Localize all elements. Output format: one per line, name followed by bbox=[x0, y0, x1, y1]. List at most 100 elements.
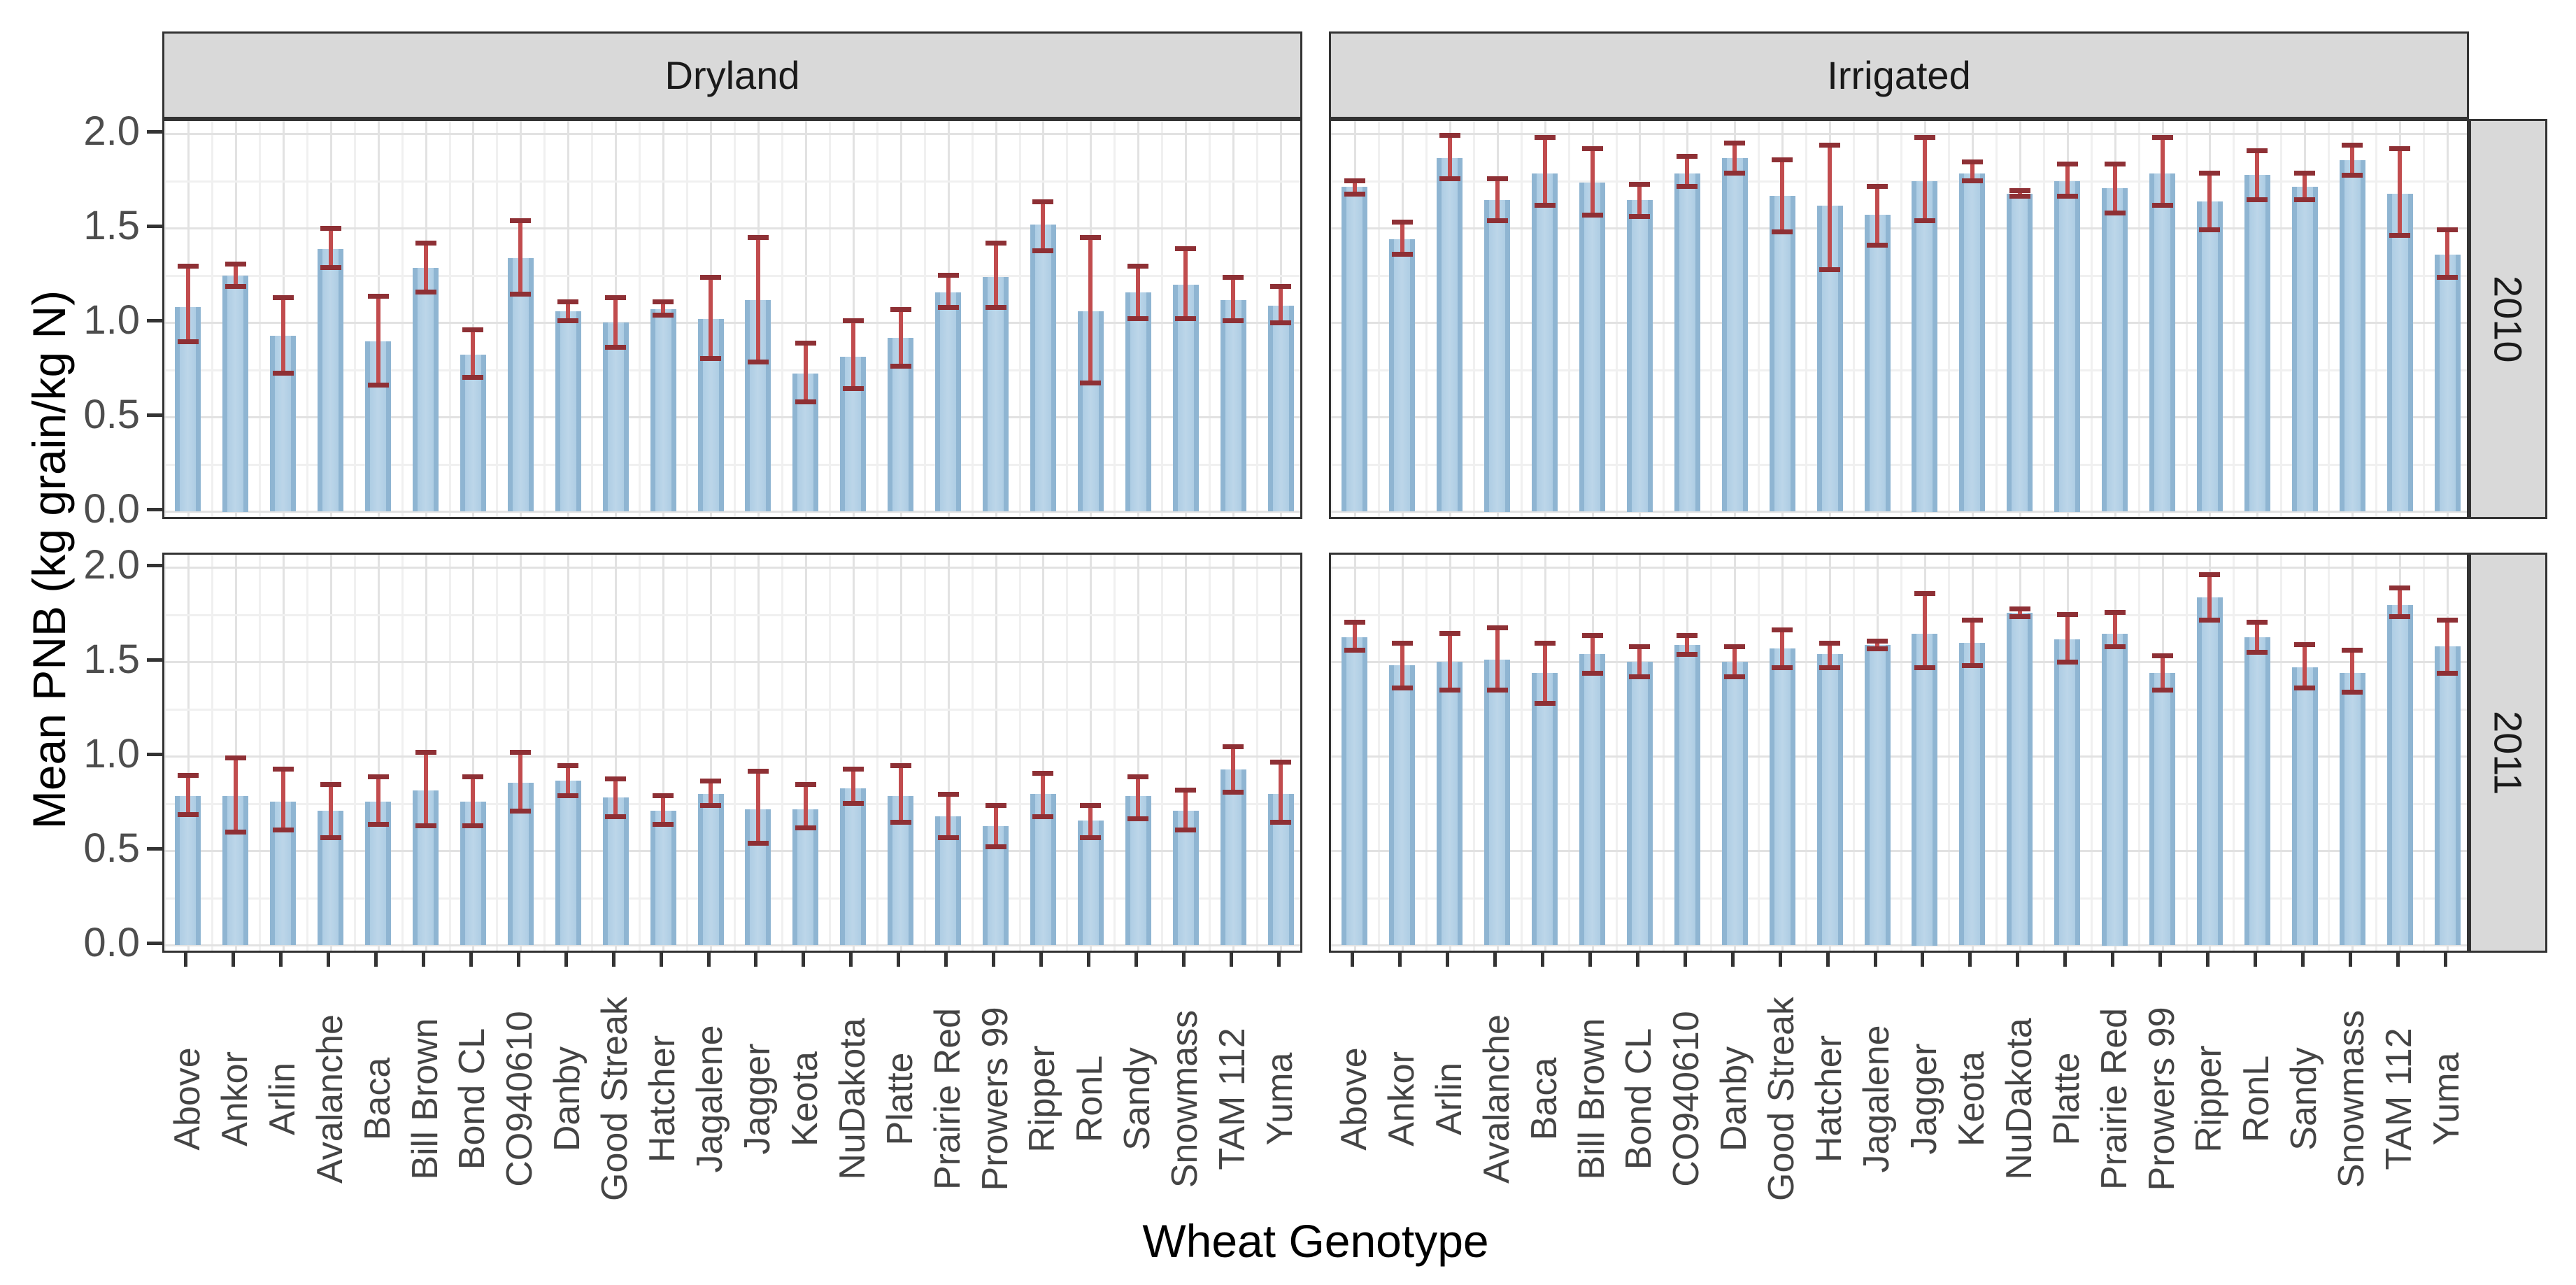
x-axis-category-label: TAM 112 bbox=[1212, 1028, 1253, 1170]
x-axis-category-label: Above bbox=[167, 1047, 208, 1151]
panel-dryland-2010 bbox=[162, 119, 1302, 519]
error-bar-cap-top-RonL bbox=[2247, 148, 2268, 153]
gridline-x-minor bbox=[1995, 555, 1998, 951]
x-axis-category-label: Keota bbox=[785, 1051, 825, 1146]
error-bar-line-NuDakota bbox=[851, 320, 855, 388]
x-axis-category-label: Hatcher bbox=[1809, 1035, 1849, 1163]
x-axis-category-label: Sandy bbox=[1117, 1047, 1158, 1151]
error-bar-cap-bottom-Prairie Red bbox=[2105, 211, 2126, 215]
bar-Arlin bbox=[1437, 662, 1463, 945]
error-bar-cap-top-Keota bbox=[795, 782, 816, 787]
gridline-x-minor bbox=[496, 121, 498, 517]
x-axis-tick bbox=[1277, 953, 1281, 967]
gridline-x-minor bbox=[1473, 555, 1475, 951]
gridline-x-minor bbox=[1521, 121, 1523, 517]
panel-irrigated-2010 bbox=[1329, 119, 2469, 519]
error-bar-cap-bottom-NuDakota bbox=[843, 386, 864, 391]
gridline-y-major bbox=[164, 661, 1300, 663]
error-bar-cap-bottom-RonL bbox=[1080, 835, 1101, 840]
gridline-x-minor bbox=[686, 555, 688, 951]
error-bar-cap-top-Above bbox=[178, 773, 199, 778]
bar-Keota bbox=[1959, 643, 1985, 945]
error-bar-line-RonL bbox=[2255, 622, 2259, 652]
gridline-x-major bbox=[710, 555, 712, 951]
error-bar-cap-top-Ripper bbox=[1032, 199, 1053, 204]
error-bar-cap-bottom-Yuma bbox=[1270, 320, 1291, 325]
bar-Good Streak bbox=[1770, 196, 1795, 511]
x-axis-tick bbox=[660, 953, 663, 967]
x-axis-tick bbox=[707, 953, 711, 967]
error-bar-cap-top-Baca bbox=[368, 774, 389, 779]
y-axis-tick bbox=[147, 508, 162, 511]
facet-strip-2011-label: 2011 bbox=[2486, 710, 2531, 795]
gridline-x-minor bbox=[354, 555, 356, 951]
gridline-x-minor bbox=[2091, 121, 2093, 517]
error-bar-cap-top-Danby bbox=[1724, 141, 1745, 145]
error-bar-line-Baca bbox=[1543, 137, 1547, 205]
panel-irrigated-2011 bbox=[1329, 553, 2469, 953]
y-axis-tick-label: 0.0 bbox=[83, 486, 140, 532]
error-bar-line-Arlin bbox=[281, 769, 285, 830]
error-bar-line-Above bbox=[1353, 181, 1357, 194]
x-axis-category-label: Baca bbox=[1524, 1057, 1565, 1141]
x-axis-category-label: Avalanche bbox=[310, 1014, 350, 1184]
x-axis-category-label: CO940610 bbox=[1666, 1011, 1707, 1187]
error-bar-cap-bottom-Yuma bbox=[1270, 820, 1291, 825]
x-axis-category-label: Keota bbox=[1951, 1051, 1992, 1146]
error-bar-cap-top-Good Streak bbox=[1772, 157, 1793, 162]
error-bar-cap-top-Bill Brown bbox=[415, 750, 436, 755]
bar-Ripper bbox=[2197, 201, 2223, 511]
error-bar-line-Jagalene bbox=[709, 781, 713, 805]
x-axis-category-label: Ripper bbox=[1022, 1045, 1062, 1153]
error-bar-cap-top-Bill Brown bbox=[1582, 146, 1603, 151]
bar-Platte bbox=[2054, 181, 2080, 512]
x-axis-category-label: Jagalene bbox=[1856, 1025, 1897, 1173]
bar-Bond CL bbox=[1627, 200, 1653, 512]
x-axis-tick bbox=[327, 953, 330, 967]
x-axis-category-label: Good Streak bbox=[595, 997, 635, 1201]
error-bar-cap-top-Prairie Red bbox=[938, 273, 959, 278]
x-axis-tick bbox=[232, 953, 235, 967]
gridline-x-major bbox=[900, 555, 902, 951]
gridline-x-minor bbox=[591, 555, 593, 951]
x-axis-tick bbox=[1588, 953, 1592, 967]
bar-Jagalene bbox=[1865, 215, 1891, 511]
bar-Sandy bbox=[2292, 667, 2318, 945]
error-bar-cap-bottom-Good Streak bbox=[605, 345, 626, 350]
error-bar-cap-bottom-Danby bbox=[1724, 171, 1745, 176]
gridline-x-minor bbox=[543, 555, 546, 951]
error-bar-cap-bottom-TAM 112 bbox=[1223, 318, 1244, 323]
gridline-y-minor bbox=[1331, 180, 2467, 183]
bar-Ripper bbox=[2197, 597, 2223, 945]
gridline-x-minor bbox=[1019, 555, 1021, 951]
x-axis-category-label: Arlin bbox=[1429, 1062, 1470, 1136]
bar-Arlin bbox=[1437, 158, 1463, 511]
y-axis-tick-label: 1.5 bbox=[83, 203, 140, 248]
error-bar-cap-bottom-Snowmass bbox=[2342, 173, 2363, 178]
gridline-x-minor bbox=[2186, 555, 2188, 951]
x-axis-tick bbox=[754, 953, 757, 967]
gridline-x-minor bbox=[1995, 121, 1998, 517]
gridline-x-minor bbox=[1066, 555, 1068, 951]
facet-strip-2010-label: 2010 bbox=[2486, 275, 2531, 363]
x-axis-tick bbox=[184, 953, 187, 967]
error-bar-cap-top-Sandy bbox=[1127, 774, 1148, 779]
error-bar-cap-top-Arlin bbox=[1439, 133, 1460, 138]
y-axis-tick-label: 0.5 bbox=[83, 825, 140, 871]
error-bar-line-Prowers 99 bbox=[994, 805, 998, 846]
error-bar-cap-top-NuDakota bbox=[843, 318, 864, 323]
bar-Good Streak bbox=[603, 322, 629, 511]
gridline-y-major bbox=[1331, 755, 2467, 758]
bar-Bill Brown bbox=[413, 268, 439, 511]
error-bar-cap-top-Baca bbox=[1535, 135, 1556, 140]
error-bar-cap-top-Platte bbox=[2057, 612, 2078, 617]
bar-RonL bbox=[2244, 175, 2270, 511]
error-bar-cap-bottom-Arlin bbox=[1439, 688, 1460, 693]
error-bar-cap-bottom-Baca bbox=[368, 383, 389, 388]
gridline-x-minor bbox=[1113, 121, 1116, 517]
error-bar-cap-bottom-TAM 112 bbox=[2389, 233, 2410, 238]
error-bar-cap-top-Snowmass bbox=[1175, 246, 1196, 251]
gridline-x-minor bbox=[1948, 555, 1950, 951]
gridline-y-major bbox=[1331, 511, 2467, 513]
error-bar-line-Ankor bbox=[1400, 643, 1404, 688]
